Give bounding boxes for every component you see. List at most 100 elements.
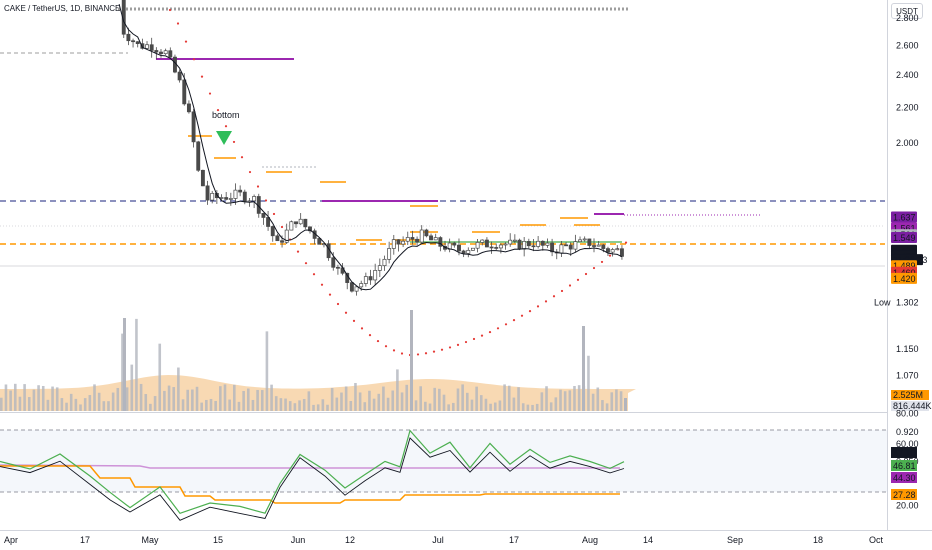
candle-body	[131, 40, 136, 43]
volume-bar	[158, 343, 162, 411]
price-axis-tick-label: 1.150	[896, 344, 919, 354]
volume-bar	[452, 402, 455, 411]
candle-body	[224, 197, 229, 200]
volume-bar	[316, 404, 320, 411]
parabolic-dot	[536, 305, 540, 308]
candle-body	[168, 50, 173, 58]
volume-bar	[37, 385, 40, 411]
candle-body	[470, 247, 475, 251]
volume-bar	[246, 388, 250, 411]
candle-body	[219, 197, 224, 199]
volume-bar	[242, 390, 245, 411]
parabolic-dot	[480, 334, 484, 337]
volume-bar	[79, 404, 82, 411]
volume-bar	[354, 383, 357, 411]
volume-bar	[503, 384, 506, 411]
price-axis-tick-label: 2.000	[896, 138, 919, 148]
volume-bar	[32, 389, 36, 411]
candle-body	[289, 221, 294, 231]
candle-body	[200, 169, 205, 187]
rsi-axis-tick-label: 60.00	[896, 439, 919, 449]
parabolic-dot	[272, 212, 276, 216]
volume-bar	[111, 392, 115, 411]
volume-bar	[447, 404, 450, 411]
parabolic-dot	[568, 284, 572, 287]
candle-body	[382, 258, 387, 267]
volume-bar	[200, 402, 203, 411]
volume-bar	[531, 404, 534, 411]
volume-bar	[60, 398, 64, 411]
price-axis-label: 1.637	[893, 213, 916, 223]
volume-bar	[349, 401, 353, 411]
candle-body	[284, 229, 289, 243]
parabolic-dot	[576, 278, 580, 281]
time-axis-tick-label: Oct	[869, 535, 884, 545]
candle-body	[210, 192, 215, 201]
volume-bar	[484, 398, 488, 411]
volume-bar	[442, 394, 446, 411]
parabolic-dot	[176, 22, 180, 25]
time-axis-tick-label: 17	[509, 535, 519, 545]
volume-bar	[391, 390, 395, 411]
candle-body	[159, 51, 163, 55]
volume-bar	[549, 402, 553, 411]
volume-bar	[512, 397, 516, 411]
candle-body	[242, 191, 247, 202]
candle-body	[484, 239, 489, 248]
volume-bar	[498, 400, 502, 411]
volume-bar	[554, 397, 558, 411]
parabolic-dot	[224, 125, 228, 128]
price-axis-label-box	[891, 211, 917, 223]
candle-body	[610, 249, 615, 253]
volume-bar	[610, 392, 614, 411]
bottom-annotation-text: bottom	[212, 110, 240, 120]
rsi-axis-tick-label: 80.00	[896, 408, 919, 418]
volume-bar	[624, 398, 627, 411]
candle-body	[559, 244, 564, 254]
candle-body	[317, 238, 322, 245]
parabolic-dot	[432, 350, 436, 353]
candle-body	[363, 276, 368, 284]
volume-bar	[18, 396, 22, 411]
rsi-black-line	[0, 437, 625, 521]
volume-bar	[265, 331, 269, 411]
volume-bar	[535, 403, 539, 411]
candle-body	[405, 237, 410, 242]
volume-bar	[596, 387, 600, 411]
candle-body	[354, 286, 359, 292]
candle-body	[373, 270, 378, 281]
rsi-label: 47.10	[893, 448, 916, 458]
volume-bar	[386, 397, 390, 411]
time-axis-tick-label: 12	[345, 535, 355, 545]
volume-bar	[121, 333, 124, 411]
volume-bar	[302, 398, 306, 411]
parabolic-dot	[496, 327, 500, 330]
time-axis-tick-label: 15	[213, 535, 223, 545]
volume-bar	[288, 401, 292, 411]
volume-bar	[493, 402, 497, 411]
candle-body	[447, 242, 452, 250]
volume-bar	[433, 387, 436, 411]
volume-bar	[414, 400, 418, 411]
rsi-green-line	[0, 429, 625, 515]
volume-bar	[344, 386, 348, 411]
price-axis-tick-label: 2.400	[896, 70, 919, 80]
currency-unit-button[interactable]: USDT	[891, 3, 923, 19]
volume-bar	[177, 367, 180, 411]
candle-body	[498, 244, 503, 249]
candle-body	[512, 239, 517, 242]
volume-bar	[228, 399, 231, 411]
volume-bar	[358, 392, 362, 411]
candle-body	[270, 226, 275, 237]
candle-body	[503, 243, 508, 246]
candle-body	[335, 266, 340, 269]
parabolic-dot	[200, 75, 204, 78]
time-axis-tick-label: 17	[80, 535, 90, 545]
volume-bar	[363, 402, 367, 411]
volume-bar	[107, 401, 110, 411]
candle-body	[578, 239, 582, 243]
candle-body	[280, 240, 284, 243]
time-axis-tick-label: Sep	[727, 535, 743, 545]
volume-bar	[13, 383, 17, 411]
